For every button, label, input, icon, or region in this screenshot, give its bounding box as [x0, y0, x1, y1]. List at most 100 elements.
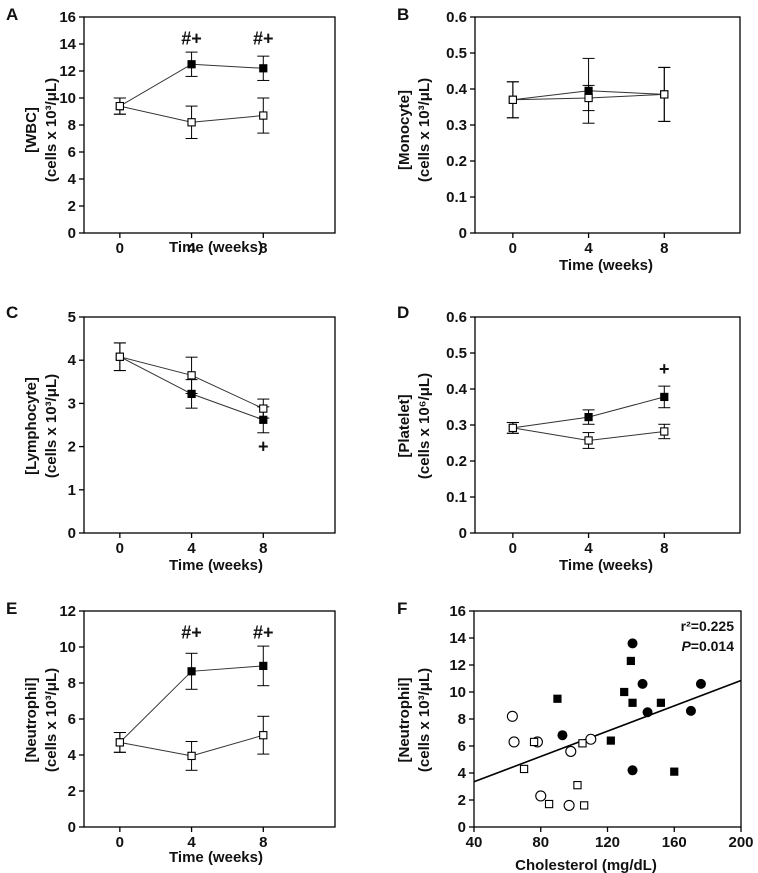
panel-b: B [Monocyte] (cells x 10³/μL) Time (week… — [396, 5, 741, 274]
panel-d-open-point-open-square — [584, 436, 593, 445]
panel-e-xtick-label: 8 — [259, 834, 267, 851]
panel-a-ylabel: [WBC] — [23, 107, 40, 153]
panel-f-point-open-square — [573, 780, 582, 790]
panel-d-ytick-label: 0.4 — [446, 381, 468, 398]
panel-f-xtick-label: 200 — [728, 834, 753, 851]
panel-f-point-filled-square — [628, 698, 637, 707]
panel-e-xlabel: Time (weeks) — [169, 849, 263, 866]
panel-a-filled-point-filled-square — [259, 64, 268, 73]
panel-f-p-number: =0.014 — [691, 638, 734, 654]
panel-e-ytick-label: 10 — [59, 639, 76, 656]
panel-f-point-filled-circle — [557, 730, 568, 741]
panel-f-regression-line — [473, 679, 742, 783]
panel-b-ytick-label: 0.5 — [446, 45, 467, 62]
panel-c-ytick-label: 4 — [68, 352, 77, 369]
panel-e-filled-point-filled-square — [187, 667, 196, 676]
panel-c-ylabel-units: (cells x 10³/μL) — [43, 374, 60, 478]
panel-e-ytick-label: 2 — [68, 783, 76, 800]
panel-e-frame — [83, 610, 336, 828]
panel-f-r2: r²=0.225 — [681, 618, 735, 634]
panel-b-ylabel: [Monocyte] — [396, 90, 413, 170]
panel-b-filled-point-filled-square — [584, 86, 593, 95]
panel-c-xtick-label: 0 — [116, 540, 124, 557]
panel-a-significance-mark: #+ — [181, 29, 202, 49]
panel-a-xtick-label: 0 — [116, 240, 124, 257]
panel-d-xtick-label: 8 — [660, 540, 668, 557]
panel-b-ytick-label: 0.3 — [446, 117, 467, 134]
panel-e-open-point-open-square — [115, 738, 125, 747]
panel-e-significance-mark: #+ — [253, 623, 274, 643]
panel-f-point-open-circle — [585, 733, 597, 745]
panel-d-ytick-label: 0.2 — [446, 453, 467, 470]
panel-d-xlabel: Time (weeks) — [559, 557, 653, 574]
panel-c-frame — [83, 316, 336, 534]
panel-d-ytick-label: 0.5 — [446, 345, 467, 362]
panel-f-point-open-circle — [535, 790, 547, 802]
panel-b-ytick-label: 0 — [459, 225, 467, 242]
panel-a-open-point-open-square — [115, 101, 125, 111]
panel-f-point-open-square — [578, 739, 587, 748]
panel-a-open-point-open-square — [187, 118, 196, 127]
panel-d-ytick-label: 0.1 — [446, 489, 467, 506]
panel-b-open-point-open-square — [660, 90, 669, 99]
panel-a-ytick-label: 0 — [68, 225, 76, 242]
panel-a-xtick-label: 4 — [187, 240, 196, 257]
panel-f-ytick-label: 6 — [458, 738, 466, 755]
panel-d-significance-mark: + — [659, 359, 670, 379]
panel-c-open-point-open-square — [115, 352, 125, 361]
panel-f-point-open-square — [579, 801, 589, 810]
panel-d-filled-point-filled-square — [584, 412, 593, 422]
panel-c-xtick-label: 4 — [187, 540, 196, 557]
panel-a-ytick-label: 6 — [68, 144, 76, 161]
panel-a-xtick-label: 8 — [259, 240, 267, 257]
panel-f-ytick-label: 12 — [449, 657, 466, 674]
panel-a-xlabel: Time (weeks) — [169, 239, 263, 256]
panel-a-filled-point-filled-square — [187, 60, 196, 69]
panel-e-xtick-label: 0 — [116, 834, 124, 851]
panel-e-filled-point-filled-square — [259, 661, 268, 670]
panel-f-ytick-label: 2 — [458, 792, 466, 809]
panel-e: E [Neutrophil] (cells x 10³/μL) Time (we… — [6, 599, 336, 866]
panel-b-open-point-open-square — [508, 95, 518, 104]
panel-b-xtick-label: 0 — [509, 240, 517, 257]
panel-a: A [WBC] (cells x 10³/μL) Time (weeks) 0 2… — [6, 5, 336, 257]
panel-d-ylabel-units: (cells x 10⁶/μL) — [416, 373, 433, 479]
panel-f-ytick-label: 16 — [449, 603, 466, 620]
panel-f-ylabel: [Neutrophil] — [396, 678, 413, 763]
panel-b-ytick-label: 0.2 — [446, 153, 467, 170]
panel-e-open-point-open-square — [187, 751, 196, 761]
panel-a-ytick-label: 4 — [68, 171, 77, 188]
panel-a-ytick-label: 10 — [59, 90, 76, 107]
panel-b-frame — [474, 16, 741, 234]
panel-f-point-open-square — [519, 764, 529, 774]
panel-f-xtick-label: 80 — [532, 834, 549, 851]
panel-f-point-open-circle — [508, 736, 520, 748]
panel-f-point-filled-square — [656, 698, 665, 707]
panel-d: D [Platelet] (cells x 10⁶/μL) Time (week… — [396, 303, 741, 574]
panel-a-ytick-label: 8 — [68, 117, 76, 134]
panel-e-letter: E — [6, 599, 17, 618]
panel-b-xlabel: Time (weeks) — [559, 257, 653, 274]
panel-c-filled-point-filled-square — [187, 389, 196, 398]
panel-e-ytick-label: 0 — [68, 819, 76, 836]
panel-a-letter: A — [6, 5, 18, 24]
panel-f: F [Neutrophil] (cells x 10³/μL) Choleste… — [396, 599, 754, 873]
panel-c-ytick-label: 5 — [68, 309, 76, 326]
panel-f-point-open-circle — [565, 745, 577, 757]
panel-e-ytick-label: 6 — [68, 711, 76, 728]
panel-a-ylabel-units: (cells x 10³/μL) — [43, 78, 60, 182]
panel-f-xtick-label: 120 — [595, 834, 620, 851]
panel-b-ytick-label: 0.4 — [446, 81, 468, 98]
panel-e-ytick-label: 8 — [68, 675, 76, 692]
panel-e-open-point-open-square — [259, 731, 268, 740]
panel-c-ytick-label: 3 — [68, 395, 76, 412]
panel-d-filled-point-filled-square — [660, 392, 669, 402]
panel-a-open-point-open-square — [259, 111, 268, 120]
panel-c-ytick-label: 0 — [68, 525, 76, 542]
panel-c: C [Lymphocyte] (cells x 10³/μL) Time (we… — [6, 303, 336, 574]
panel-e-ytick-label: 4 — [68, 747, 77, 764]
panel-f-point-filled-circle — [627, 765, 638, 776]
panel-f-point-filled-square — [626, 656, 635, 666]
panel-d-open-point-open-square — [660, 427, 669, 436]
